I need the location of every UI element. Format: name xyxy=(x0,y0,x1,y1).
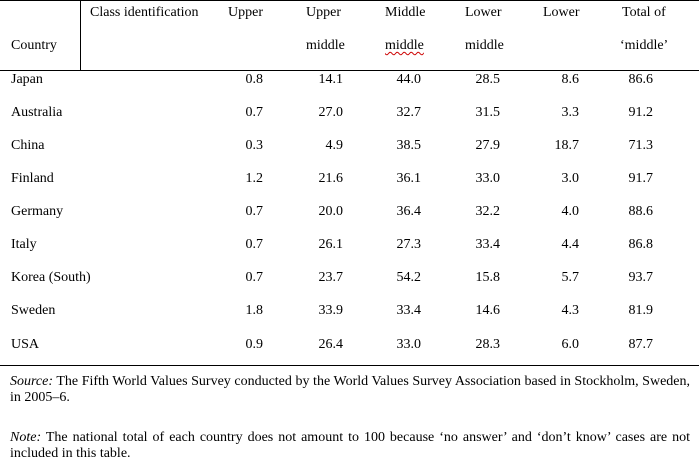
cell-total-middle: 93.7 xyxy=(628,270,654,285)
cell-upper-middle: 33.9 xyxy=(318,303,344,318)
header-total-middle-line2: ‘middle’ xyxy=(620,38,669,53)
cell-total-middle: 71.3 xyxy=(628,138,654,153)
row-country: Korea (South) xyxy=(11,270,91,285)
cell-upper: 1.8 xyxy=(245,303,264,318)
cell-middle-middle: 36.1 xyxy=(396,171,422,186)
cell-lower-middle: 31.5 xyxy=(475,105,501,120)
source-text: The Fifth World Values Survey conducted … xyxy=(10,374,690,405)
note-label: Note: xyxy=(10,430,42,445)
cell-upper: 0.7 xyxy=(245,237,264,252)
table-top-rule xyxy=(0,0,699,1)
cell-upper-middle: 26.1 xyxy=(318,237,344,252)
cell-lower: 3.3 xyxy=(561,105,580,120)
cell-middle-middle: 54.2 xyxy=(396,270,422,285)
cell-middle-middle: 33.0 xyxy=(396,337,422,352)
note-text: The national total of each country does … xyxy=(10,430,690,461)
cell-total-middle: 87.7 xyxy=(628,337,654,352)
cell-total-middle: 81.9 xyxy=(628,303,654,318)
cell-lower: 8.6 xyxy=(561,72,580,87)
row-country: Australia xyxy=(11,105,63,120)
source-note: Source: The Fifth World Values Survey co… xyxy=(10,374,690,406)
header-upper-middle-line2: middle xyxy=(306,38,345,53)
header-lower: Lower xyxy=(543,5,580,20)
cell-lower-middle: 15.8 xyxy=(475,270,501,285)
cell-upper-middle: 14.1 xyxy=(318,72,344,87)
header-lower-middle-line1: Lower xyxy=(465,5,502,20)
header-upper-middle-line1: Upper xyxy=(306,5,341,20)
cell-upper: 0.7 xyxy=(245,105,264,120)
cell-lower: 4.4 xyxy=(561,237,580,252)
header-middle-middle-line1: Middle xyxy=(385,5,426,20)
cell-lower-middle: 14.6 xyxy=(475,303,501,318)
cell-lower-middle: 27.9 xyxy=(475,138,501,153)
cell-upper: 0.8 xyxy=(245,72,264,87)
cell-middle-middle: 32.7 xyxy=(396,105,422,120)
cell-upper-middle: 27.0 xyxy=(318,105,344,120)
row-country: Finland xyxy=(11,171,54,186)
row-country: Italy xyxy=(11,237,37,252)
cell-upper-middle: 26.4 xyxy=(318,337,344,352)
cell-middle-middle: 33.4 xyxy=(396,303,422,318)
cell-middle-middle: 36.4 xyxy=(396,204,422,219)
cell-lower-middle: 28.3 xyxy=(475,337,501,352)
header-bottom-rule xyxy=(0,70,699,71)
row-country: Sweden xyxy=(11,303,56,318)
cell-upper-middle: 23.7 xyxy=(318,270,344,285)
cell-total-middle: 91.7 xyxy=(628,171,654,186)
cell-lower: 3.0 xyxy=(561,171,580,186)
cell-lower: 18.7 xyxy=(554,138,580,153)
cell-lower: 5.7 xyxy=(561,270,580,285)
table-bottom-rule xyxy=(0,365,699,366)
header-divider xyxy=(80,0,81,71)
cell-upper: 1.2 xyxy=(245,171,264,186)
row-country: China xyxy=(11,138,45,153)
cell-lower: 4.3 xyxy=(561,303,580,318)
cell-lower-middle: 33.0 xyxy=(475,171,501,186)
cell-lower-middle: 33.4 xyxy=(475,237,501,252)
row-country: Japan xyxy=(11,72,43,87)
cell-lower: 6.0 xyxy=(561,337,580,352)
header-class-identification: Class identification xyxy=(90,5,199,20)
cell-total-middle: 86.6 xyxy=(628,72,654,87)
cell-upper-middle: 4.9 xyxy=(325,138,344,153)
cell-upper: 0.9 xyxy=(245,337,264,352)
header-total-middle-line1: Total of xyxy=(622,5,666,20)
header-upper: Upper xyxy=(228,5,263,20)
cell-middle-middle: 44.0 xyxy=(396,72,422,87)
row-country: Germany xyxy=(11,204,64,219)
row-country: USA xyxy=(11,337,40,352)
cell-total-middle: 91.2 xyxy=(628,105,654,120)
cell-middle-middle: 38.5 xyxy=(396,138,422,153)
cell-upper-middle: 21.6 xyxy=(318,171,344,186)
cell-upper: 0.7 xyxy=(245,270,264,285)
cell-total-middle: 86.8 xyxy=(628,237,654,252)
header-lower-middle-line2: middle xyxy=(465,38,504,53)
cell-upper: 0.3 xyxy=(245,138,264,153)
table-note: Note: The national total of each country… xyxy=(10,430,690,462)
cell-upper-middle: 20.0 xyxy=(318,204,344,219)
cell-lower-middle: 28.5 xyxy=(475,72,501,87)
cell-lower-middle: 32.2 xyxy=(475,204,501,219)
header-middle-middle-line2: middle xyxy=(385,38,424,53)
cell-total-middle: 88.6 xyxy=(628,204,654,219)
cell-lower: 4.0 xyxy=(561,204,580,219)
header-country: Country xyxy=(11,38,57,53)
source-label: Source: xyxy=(10,374,54,389)
cell-middle-middle: 27.3 xyxy=(396,237,422,252)
cell-upper: 0.7 xyxy=(245,204,264,219)
